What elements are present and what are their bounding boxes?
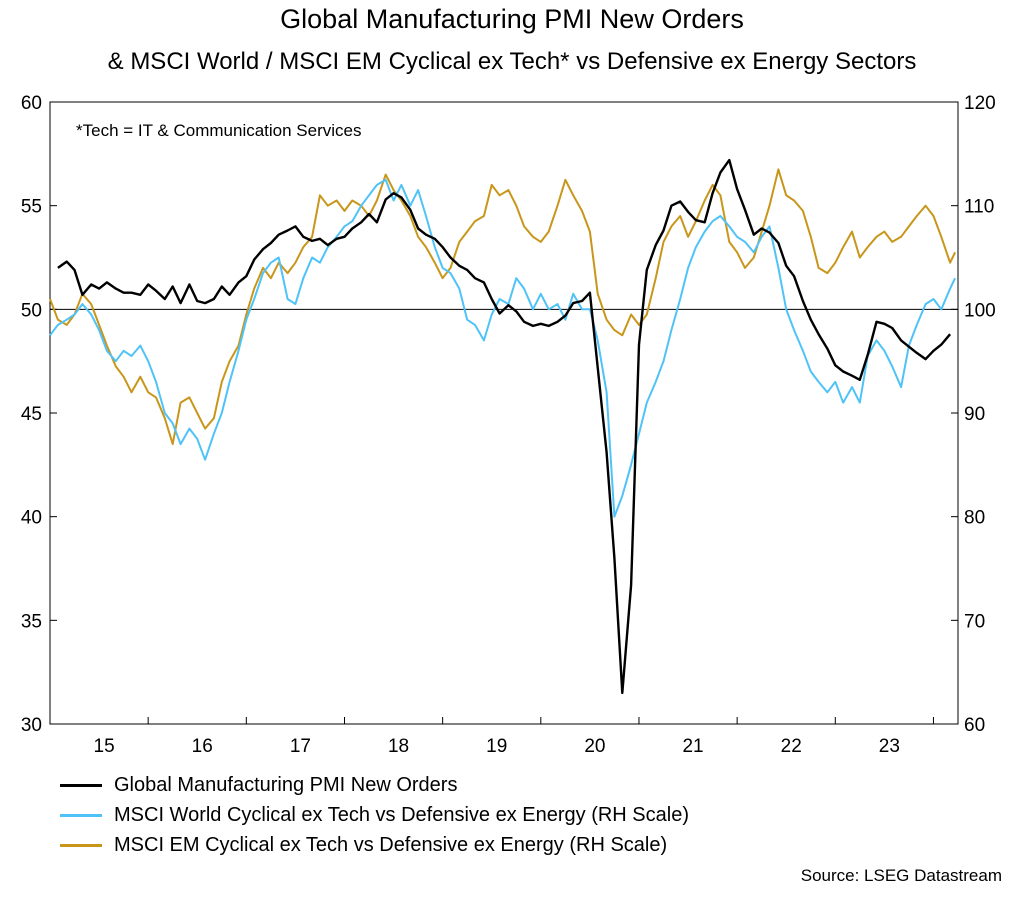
x-axis-label: 19 <box>486 736 507 757</box>
left-axis-label: 45 <box>21 404 42 425</box>
chart-subtitle: & MSCI World / MSCI EM Cyclical ex Tech*… <box>107 48 917 75</box>
series-line-world <box>49 178 957 518</box>
x-axis-label: 16 <box>192 736 213 757</box>
left-axis-label: 50 <box>21 300 42 321</box>
x-axis-label: 21 <box>682 736 703 757</box>
plot-frame <box>49 101 959 725</box>
right-axis-label: 80 <box>964 508 985 529</box>
legend-item-pmi: Global Manufacturing PMI New Orders <box>60 770 689 800</box>
legend-label-world: MSCI World Cyclical ex Tech vs Defensive… <box>114 803 689 826</box>
legend-swatch-world <box>60 813 102 817</box>
series-line-em <box>49 168 957 446</box>
left-axis-label: 40 <box>21 508 42 529</box>
left-axis-label: 55 <box>21 197 42 218</box>
legend-swatch-pmi <box>60 783 102 787</box>
chart-plot: 30 35 40 45 50 55 60 60 70 80 90 100 110 120 15 16 17 18 1… <box>21 93 996 757</box>
left-axis-label: 30 <box>21 715 42 736</box>
legend: Global Manufacturing PMI New Orders MSCI… <box>60 770 689 860</box>
right-axis-label: 70 <box>964 611 985 632</box>
legend-swatch-em <box>60 843 102 847</box>
chart-title: Global Manufacturing PMI New Orders <box>280 4 744 34</box>
x-axis-label: 15 <box>94 736 115 757</box>
series-line-pmi <box>57 158 952 695</box>
right-axis-label: 100 <box>964 300 996 321</box>
legend-item-world: MSCI World Cyclical ex Tech vs Defensive… <box>60 800 689 830</box>
legend-item-em: MSCI EM Cyclical ex Tech vs Defensive ex… <box>60 830 689 860</box>
x-axis-label: 23 <box>879 736 900 757</box>
legend-label-pmi: Global Manufacturing PMI New Orders <box>114 773 458 796</box>
right-axis-label: 110 <box>964 197 994 218</box>
right-axis-label: 120 <box>964 93 996 114</box>
right-axis-label: 60 <box>964 715 985 736</box>
x-axis-label: 20 <box>584 736 605 757</box>
tech-note: *Tech = IT & Communication Services <box>76 121 362 140</box>
left-axis-label: 60 <box>21 93 42 114</box>
x-axis-label: 18 <box>388 736 409 757</box>
left-axis-label: 35 <box>21 611 42 632</box>
legend-label-em: MSCI EM Cyclical ex Tech vs Defensive ex… <box>114 833 668 856</box>
x-axis-label: 22 <box>781 736 802 757</box>
source-note: Source: LSEG Datastream <box>800 866 1002 885</box>
right-axis-label: 90 <box>964 404 985 425</box>
x-axis-label: 17 <box>290 736 311 757</box>
